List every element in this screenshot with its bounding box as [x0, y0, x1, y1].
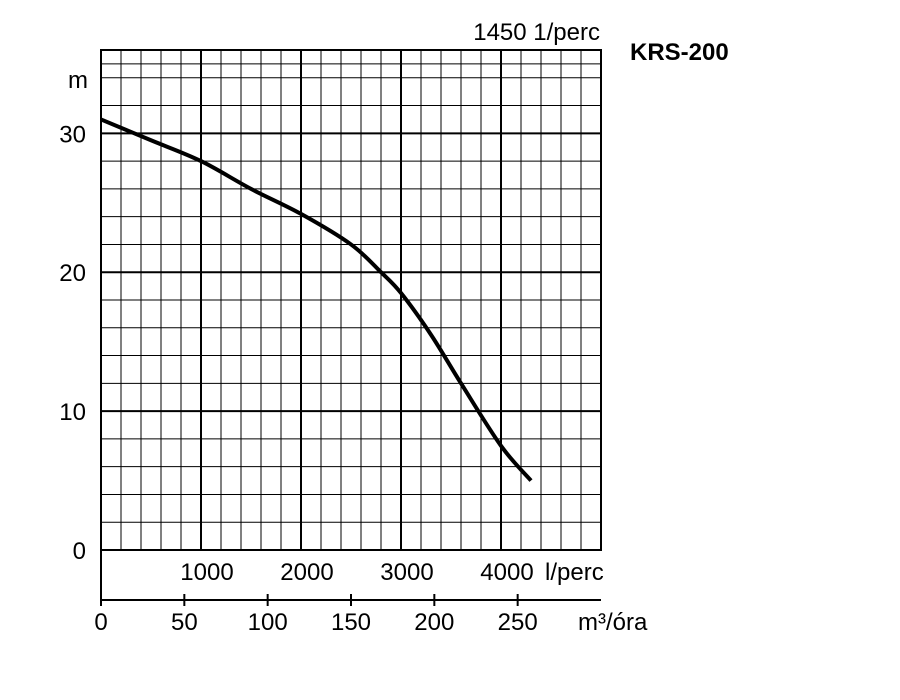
x-tick-label: 3000 [380, 559, 433, 586]
x-tick-label: 2000 [280, 559, 333, 586]
secondary-x-tick-label: 200 [414, 609, 454, 636]
labels-layer: 0 50 100 150 200 250 1000 2000 3000 4000 0 10 20 30 [59, 121, 537, 636]
secondary-x-tick-label: 50 [171, 609, 198, 636]
y-axis-label: m [68, 67, 88, 94]
x-axis-unit-volume: m³/óra [578, 609, 648, 636]
chart-title: KRS-200 [630, 39, 729, 66]
axes [100, 49, 602, 606]
secondary-x-tick-label: 0 [94, 609, 107, 636]
secondary-x-tick-label: 100 [248, 609, 288, 636]
chart-subtitle: 1450 1/perc [473, 19, 600, 46]
series-layer [100, 117, 533, 482]
y-tick-label: 0 [73, 538, 86, 565]
secondary-x-tick-label: 250 [498, 609, 538, 636]
y-tick-label: 10 [59, 399, 86, 426]
x-tick-label: 4000 [480, 559, 533, 586]
secondary-x-tick-label: 150 [331, 609, 371, 636]
x-tick-label: 1000 [180, 559, 233, 586]
x-axis-unit-flow: l/perc [545, 559, 604, 586]
pump-head-curve [100, 117, 533, 482]
y-tick-label: 20 [59, 260, 86, 287]
y-tick-label: 30 [59, 121, 86, 148]
grid-lines [101, 50, 601, 550]
plot-frame [100, 49, 602, 551]
